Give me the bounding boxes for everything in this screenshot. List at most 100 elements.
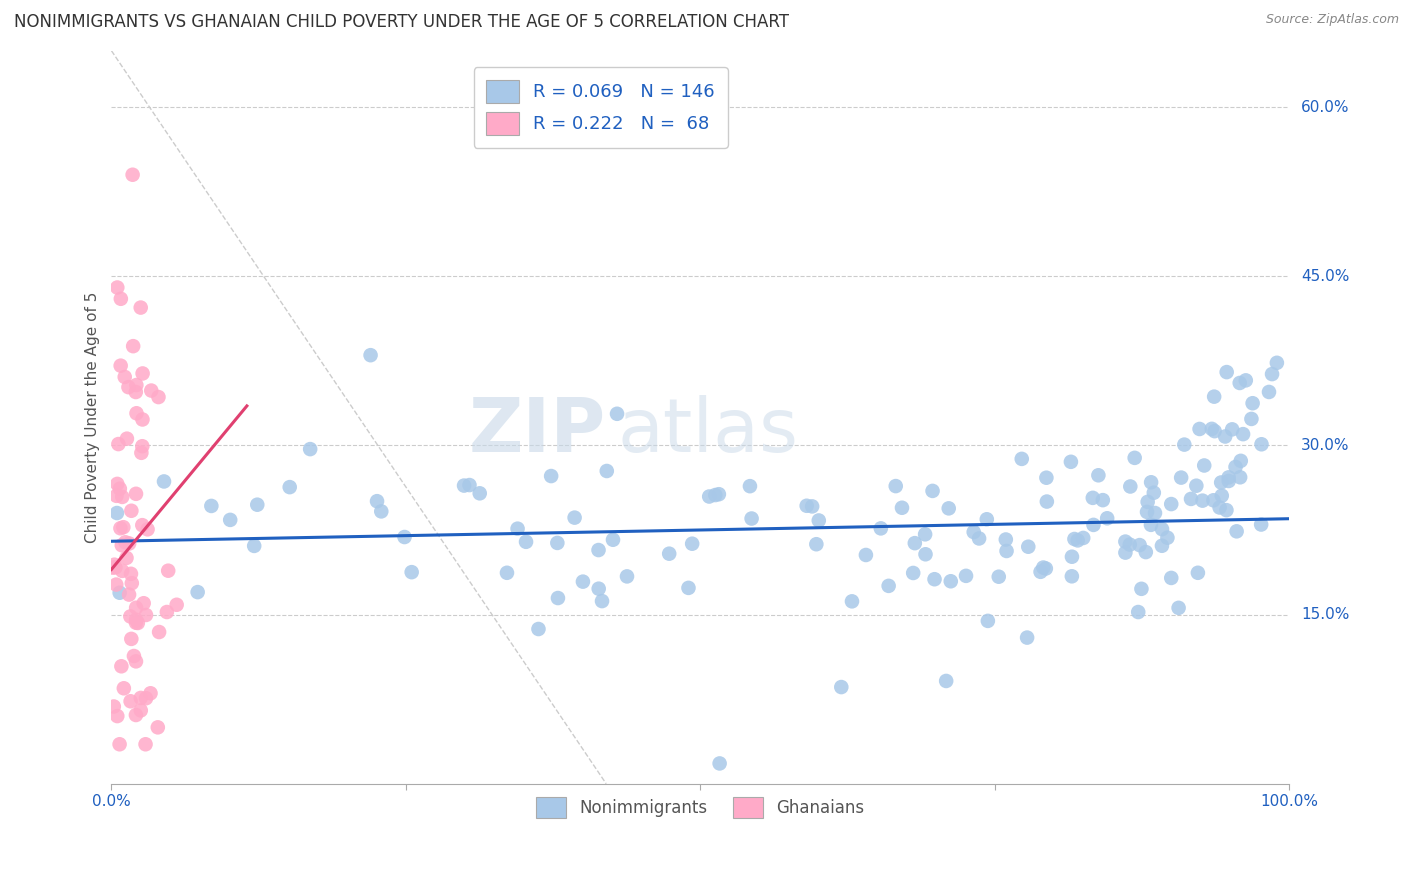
Point: [1265, 356, 1288, 370]
Point: [103, 558, 125, 572]
Point: [709, 756, 731, 771]
Point: [1017, 631, 1039, 645]
Point: [801, 500, 824, 514]
Point: [121, 576, 143, 591]
Point: [841, 594, 863, 608]
Point: [1060, 455, 1083, 469]
Point: [135, 607, 157, 622]
Point: [1202, 493, 1225, 508]
Point: [125, 654, 148, 668]
Text: atlas: atlas: [619, 395, 799, 468]
Point: [1017, 540, 1039, 554]
Point: [129, 690, 152, 705]
Point: [1087, 468, 1109, 483]
Point: [1180, 491, 1202, 506]
Point: [394, 530, 416, 544]
Text: 15.0%: 15.0%: [1301, 607, 1350, 622]
Point: [938, 501, 960, 516]
Point: [1204, 390, 1226, 404]
Point: [955, 569, 977, 583]
Point: [1140, 475, 1163, 490]
Point: [976, 512, 998, 526]
Point: [1261, 367, 1284, 381]
Point: [246, 498, 269, 512]
Point: [453, 478, 475, 492]
Point: [1114, 534, 1136, 549]
Point: [506, 522, 529, 536]
Point: [366, 494, 388, 508]
Point: [120, 632, 142, 646]
Point: [157, 564, 180, 578]
Point: [987, 570, 1010, 584]
Point: [135, 737, 157, 751]
Point: [132, 596, 155, 610]
Point: [129, 301, 152, 315]
Point: [105, 476, 128, 491]
Point: [1066, 533, 1088, 548]
Point: [1232, 427, 1254, 442]
Point: [1188, 422, 1211, 436]
Point: [540, 469, 562, 483]
Point: [1229, 454, 1251, 468]
Point: [110, 359, 132, 373]
Point: [105, 709, 128, 723]
Point: [125, 384, 148, 399]
Point: [1211, 489, 1233, 503]
Y-axis label: Child Poverty Under the Age of 5: Child Poverty Under the Age of 5: [86, 292, 100, 543]
Point: [1156, 531, 1178, 545]
Point: [1187, 566, 1209, 580]
Point: [1258, 384, 1281, 399]
Point: [602, 533, 624, 547]
Point: [1128, 605, 1150, 619]
Point: [741, 511, 763, 525]
Point: [125, 600, 148, 615]
Point: [125, 378, 148, 392]
Point: [1170, 470, 1192, 484]
Point: [125, 708, 148, 723]
Point: [616, 569, 638, 583]
Point: [806, 537, 828, 551]
Point: [1060, 549, 1083, 564]
Point: [103, 699, 125, 714]
Point: [1213, 429, 1236, 443]
Point: [131, 518, 153, 533]
Point: [891, 500, 914, 515]
Point: [807, 513, 830, 527]
Point: [1130, 582, 1153, 596]
Point: [1071, 531, 1094, 545]
Point: [901, 566, 924, 580]
Point: [855, 548, 877, 562]
Point: [458, 478, 481, 492]
Point: [1160, 571, 1182, 585]
Point: [830, 680, 852, 694]
Point: [110, 659, 132, 673]
Point: [1226, 524, 1249, 539]
Point: [115, 432, 138, 446]
Point: [1234, 373, 1257, 387]
Point: [1095, 511, 1118, 525]
Point: [527, 622, 550, 636]
Point: [141, 384, 163, 398]
Point: [1032, 560, 1054, 574]
Point: [112, 520, 135, 534]
Point: [681, 537, 703, 551]
Point: [1250, 437, 1272, 451]
Point: [1129, 538, 1152, 552]
Legend: Nonimmigrants, Ghanaians: Nonimmigrants, Ghanaians: [529, 789, 873, 827]
Point: [200, 499, 222, 513]
Point: [704, 488, 727, 502]
Point: [110, 292, 132, 306]
Point: [1192, 458, 1215, 473]
Point: [678, 581, 700, 595]
Point: [114, 535, 136, 549]
Point: [148, 625, 170, 640]
Point: [1119, 479, 1142, 493]
Point: [547, 591, 569, 605]
Point: [1035, 561, 1057, 575]
Point: [1136, 505, 1159, 519]
Point: [1123, 450, 1146, 465]
Point: [588, 582, 610, 596]
Text: 45.0%: 45.0%: [1301, 268, 1350, 284]
Point: [105, 489, 128, 503]
Point: [914, 547, 936, 561]
